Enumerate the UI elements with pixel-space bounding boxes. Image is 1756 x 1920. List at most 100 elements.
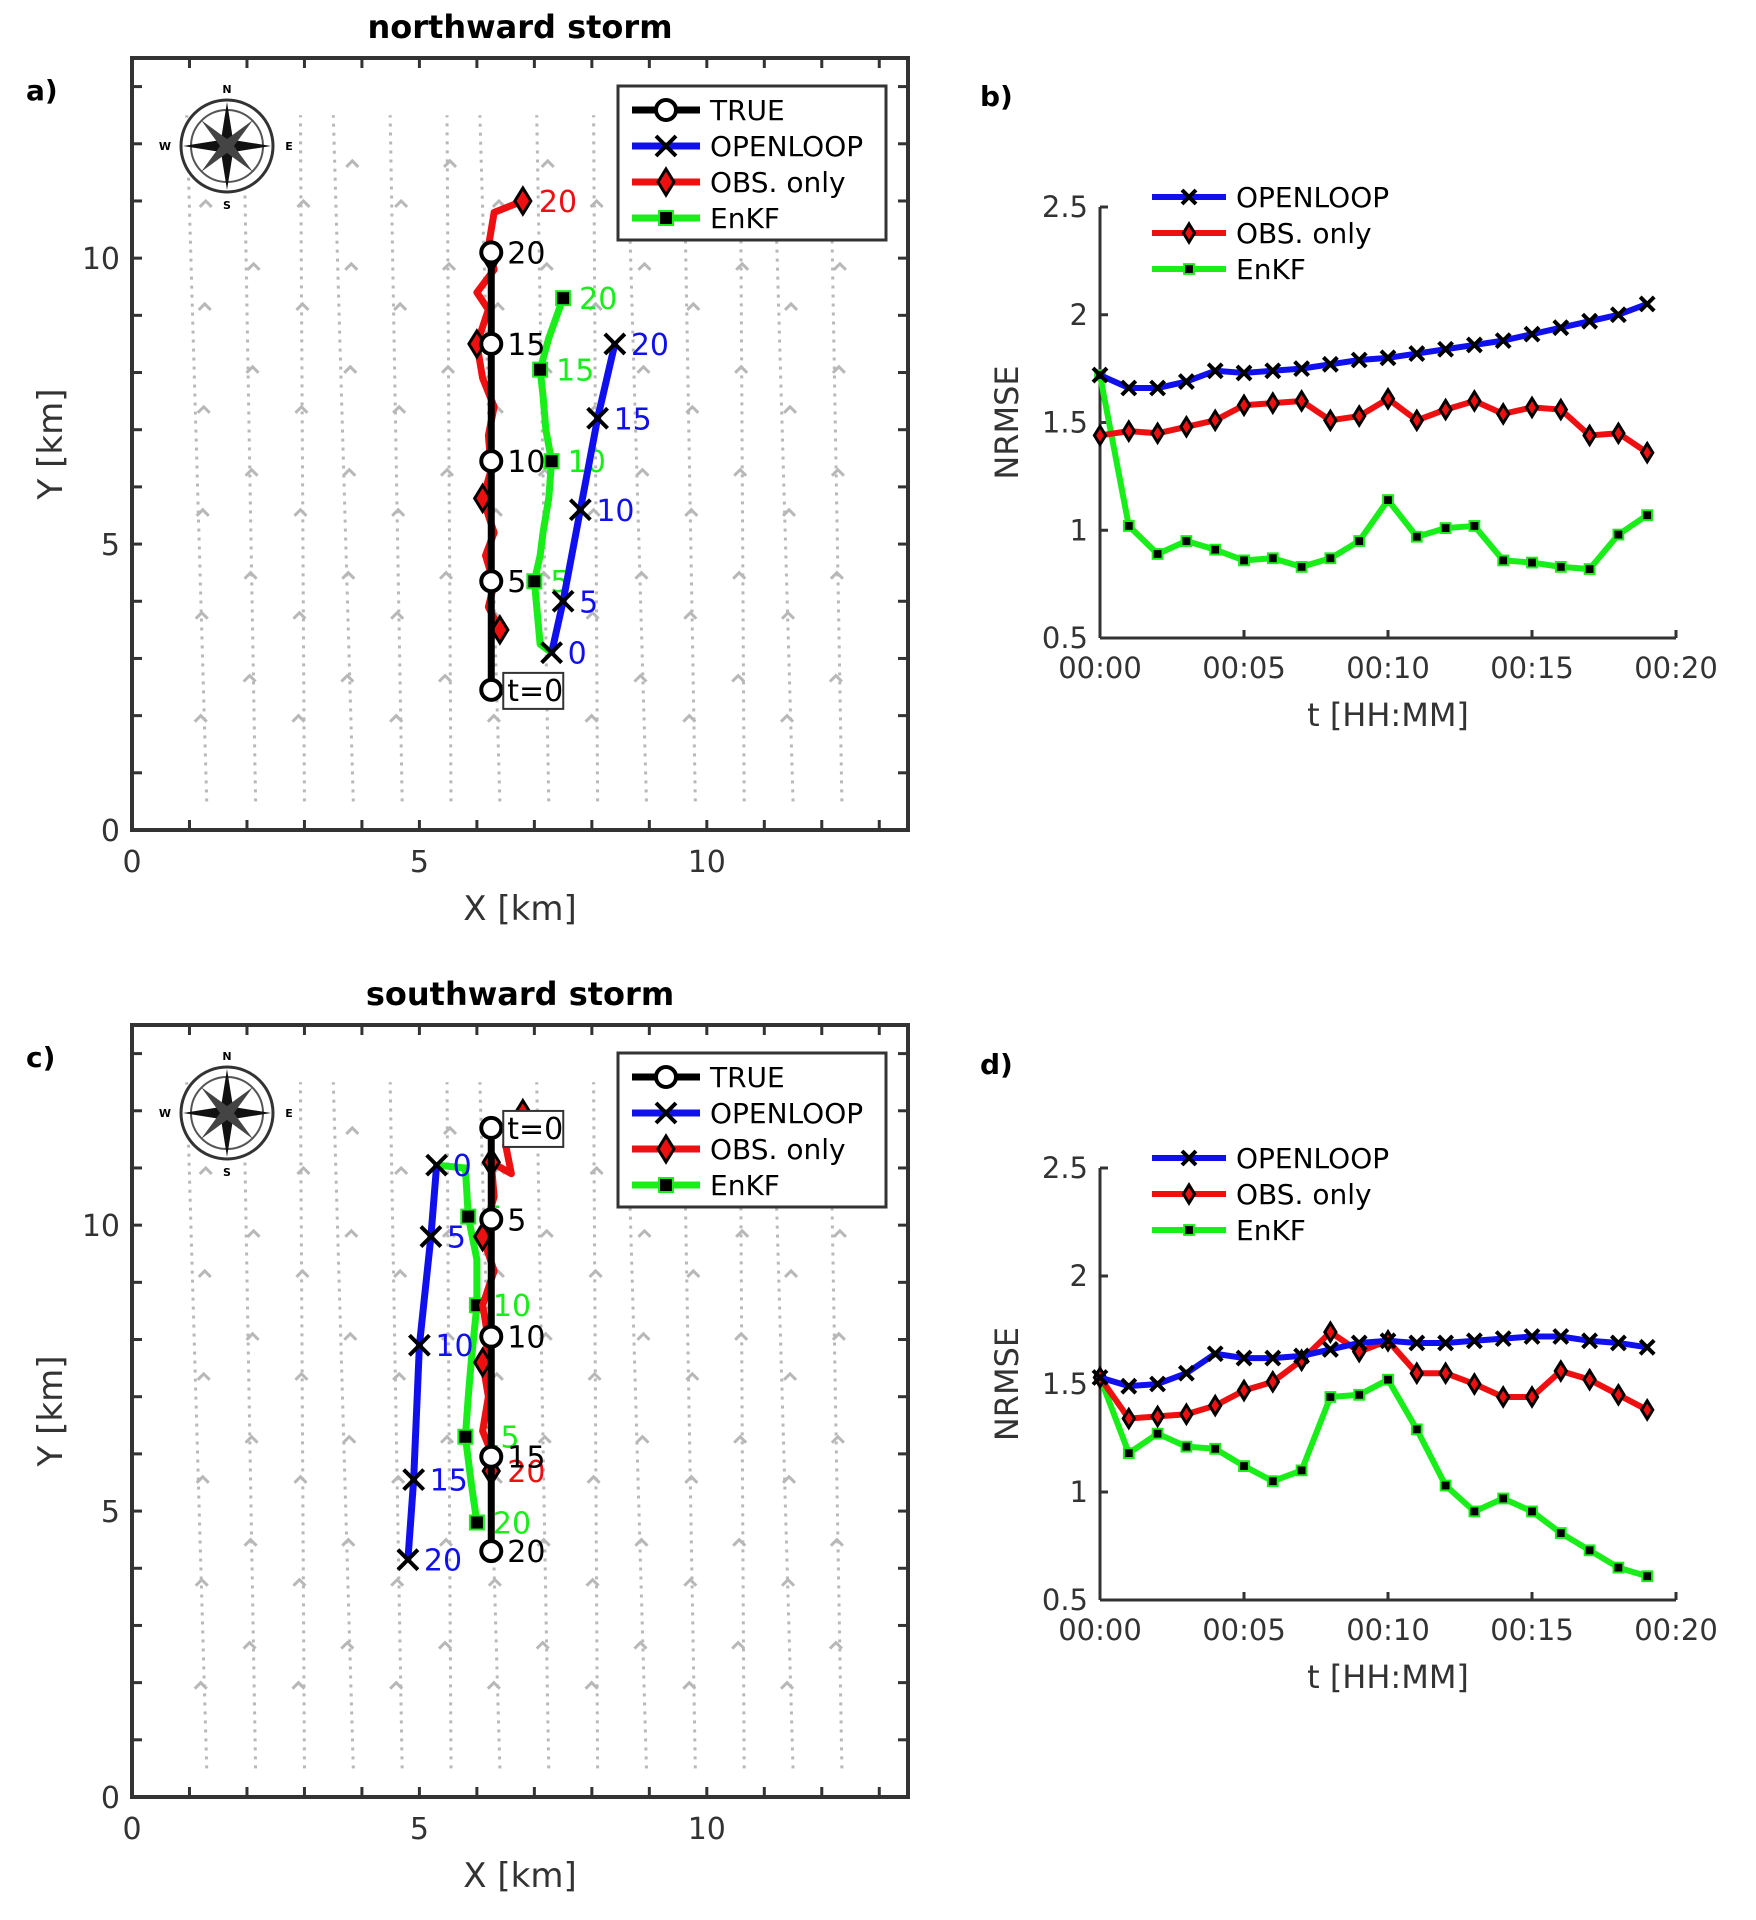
nrmse-point-obs [1236, 1378, 1252, 1403]
nrmse-point-openloop [1609, 1334, 1627, 1352]
time-label-openloop: 0 [568, 637, 587, 672]
wind-streak [828, 115, 844, 802]
nrmse-point-enkf [1353, 1388, 1366, 1401]
wind-arrow-icon [782, 1371, 798, 1381]
nrmse-point-openloop [1581, 312, 1599, 330]
wind-streak [331, 115, 355, 802]
legend-marker-enkf [1183, 1224, 1195, 1236]
wind-arrow-icon [296, 1165, 311, 1176]
wind-arrow-icon [242, 673, 257, 683]
y-tick-label: 10 [82, 242, 120, 277]
nrmse-point-enkf [1324, 1391, 1337, 1403]
legend-marker-obs [656, 1133, 676, 1165]
legend-marker-openloop [1180, 1149, 1198, 1167]
wind-arrow-icon [585, 1577, 600, 1587]
wind-arrow-icon [340, 1640, 355, 1650]
nrmse-point-openloop [1149, 379, 1167, 397]
nrmse-point-enkf [1295, 560, 1308, 573]
wind-arrow-icon [830, 1434, 845, 1444]
wind-streak [298, 115, 306, 802]
nrmse-point-openloop [1465, 336, 1483, 354]
time-label-true: 20 [507, 1535, 545, 1570]
track-marker-openloop [407, 1333, 431, 1357]
wind-arrow-icon [293, 1474, 308, 1484]
legend-marker-openloop [654, 1101, 678, 1125]
wind-arrow-icon [587, 1371, 602, 1381]
wind-arrow-icon [393, 1268, 408, 1278]
wind-arrow-icon [439, 1434, 455, 1444]
nrmse-point-openloop [1437, 340, 1455, 358]
wind-arrow-icon [342, 467, 357, 477]
wind-arrow-icon [341, 1537, 356, 1547]
wind-arrow-icon [442, 158, 458, 168]
compass-e: E [285, 1107, 293, 1120]
nrmse-point-enkf [1151, 1427, 1164, 1440]
wind-arrow-icon [637, 261, 652, 271]
x-tick-label: 00:20 [1634, 651, 1718, 685]
nrmse-point-obs [1467, 1372, 1482, 1396]
nrmse-point-enkf [1324, 552, 1337, 565]
y-tick-label: 2.5 [1042, 1151, 1088, 1185]
track-marker-openloop [568, 498, 592, 522]
nrmse-point-obs [1467, 388, 1482, 413]
nrmse-point-obs [1092, 423, 1108, 448]
nrmse-point-openloop [1494, 1330, 1512, 1348]
panel-d: d) 00:00 00:05 00:10 00:15 00:20 0.5 1 1.5 2 2.5 t … [980, 1048, 1718, 1696]
nrmse-point-enkf [1180, 535, 1193, 547]
track-marker-true [479, 1539, 504, 1564]
nrmse-point-enkf [1439, 1479, 1452, 1492]
nrmse-point-obs [1265, 1369, 1281, 1394]
nrmse-point-obs [1611, 1382, 1626, 1407]
nrmse-point-openloop [1206, 362, 1224, 380]
legend-label-openloop: OPENLOOP [1236, 1142, 1389, 1175]
wind-arrow-icon [682, 1680, 697, 1690]
nrmse-point-openloop [1408, 345, 1426, 362]
nrmse-point-obs [1524, 395, 1540, 420]
wind-arrow-icon [586, 1474, 601, 1484]
legend-label-openloop: OPENLOOP [710, 130, 863, 163]
x-tick-label: 5 [410, 845, 429, 880]
wind-arrow-icon [683, 610, 698, 620]
track-marker-true [479, 1207, 504, 1232]
nrmse-point-obs [1236, 393, 1252, 418]
nrmse-point-obs [1179, 414, 1194, 439]
legend-label-true: TRUE [709, 94, 785, 127]
nrmse-point-openloop [1177, 1364, 1195, 1382]
nrmse-point-openloop [1091, 1369, 1109, 1386]
wind-arrow-icon [584, 713, 599, 723]
wind-arrow-icon [683, 1577, 698, 1587]
wind-arrow-icon [828, 1640, 843, 1650]
nrmse-point-enkf [1410, 530, 1423, 543]
time-label-openloop: 20 [631, 328, 669, 363]
series-openloop [1091, 295, 1656, 397]
nrmse-point-enkf [1583, 1544, 1596, 1557]
wind-streak [681, 115, 697, 802]
wind-arrow-icon [294, 1371, 309, 1381]
wind-arrow-icon [389, 713, 404, 723]
series-obs [1092, 386, 1655, 465]
nrmse-point-obs [1294, 388, 1309, 413]
compass-w: W [159, 1107, 171, 1120]
wind-arrow-icon [344, 261, 359, 271]
wind-arrow-icon [779, 713, 795, 723]
wind-arrow-icon [441, 261, 457, 271]
wind-streak [535, 1082, 551, 1769]
wind-arrow-icon [732, 1537, 747, 1547]
wind-streak [828, 1082, 844, 1769]
compass-n: N [222, 83, 231, 96]
wind-arrow-icon [438, 1537, 454, 1547]
wind-arrow-icon [537, 1434, 552, 1444]
legend-marker-true [654, 98, 678, 122]
nrmse-point-obs [1438, 397, 1453, 422]
compass-n: N [222, 1050, 231, 1063]
legend-marker-enkf [1183, 263, 1195, 275]
nrmse-point-obs [1409, 1361, 1425, 1386]
x-tick-label: 5 [410, 1812, 429, 1847]
wind-arrow-icon [486, 1680, 501, 1690]
nrmse-point-obs [1150, 421, 1165, 446]
nrmse-point-openloop [1293, 360, 1311, 378]
wind-arrow-icon [829, 1537, 844, 1547]
wind-arrow-icon [635, 1434, 650, 1444]
nrmse-point-openloop [1350, 1334, 1368, 1352]
